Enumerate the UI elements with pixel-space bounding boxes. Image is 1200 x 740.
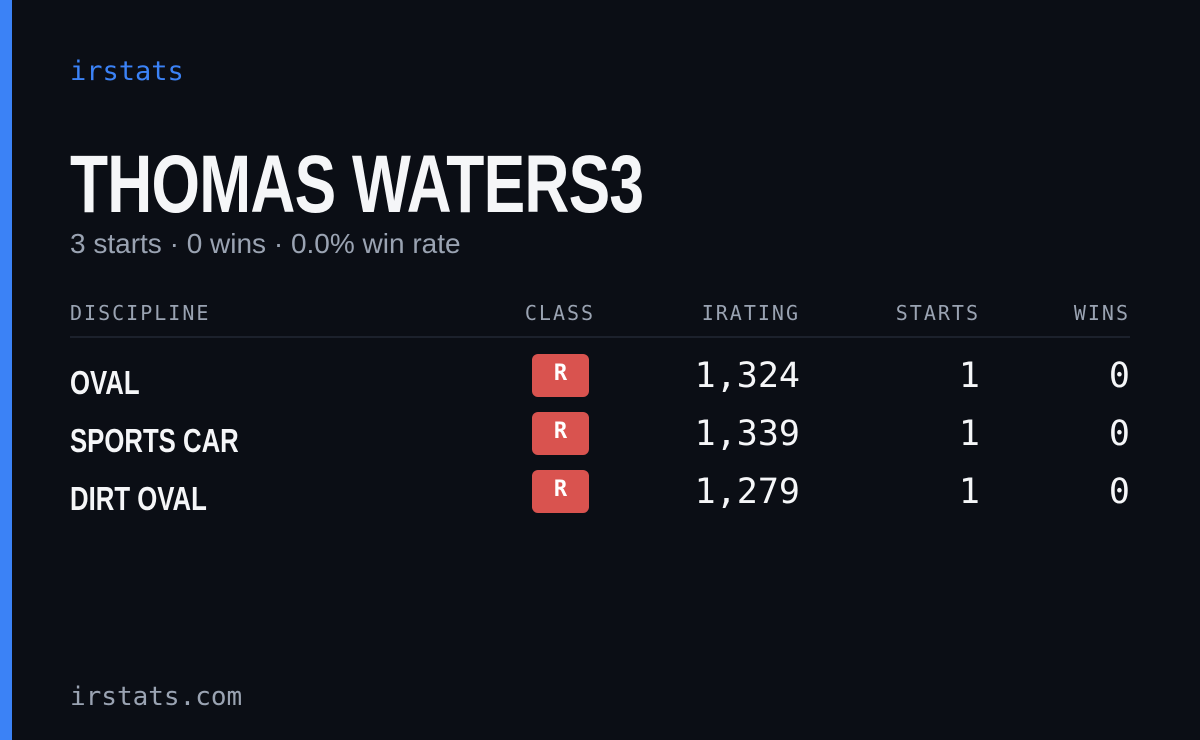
divider	[70, 336, 1130, 338]
stat-value: 0	[1108, 472, 1130, 512]
column-header: DISCIPLINE	[70, 301, 211, 325]
column-header: IRATING	[701, 301, 800, 325]
summary: 3 starts · 0 wins · 0.0% win rate	[70, 228, 461, 259]
stat-value: 1	[958, 472, 980, 512]
stat-value: 0	[1108, 414, 1130, 454]
stat-value: 1	[958, 356, 980, 396]
class-badge: R	[532, 470, 589, 513]
class-badge: R	[532, 354, 589, 397]
column-header: CLASS	[524, 301, 596, 325]
stat-value: 0	[1108, 356, 1130, 396]
column-header: WINS	[1073, 301, 1130, 325]
accent-bar	[0, 0, 12, 740]
discipline: SPORTS CAR	[70, 422, 239, 459]
stat-value: 1,324	[694, 356, 800, 396]
column-header: STARTS	[895, 301, 980, 325]
stat-value: 1,279	[694, 472, 800, 512]
discipline: OVAL	[70, 364, 140, 401]
class-badge: R	[532, 412, 589, 455]
stat-value: 1	[958, 414, 980, 454]
discipline: DIRT OVAL	[70, 480, 207, 517]
stat-value: 1,339	[694, 414, 800, 454]
brand: irstats	[70, 56, 184, 87]
player-name: THOMAS WATERS3	[70, 139, 644, 230]
footer: irstats.com	[70, 682, 243, 712]
